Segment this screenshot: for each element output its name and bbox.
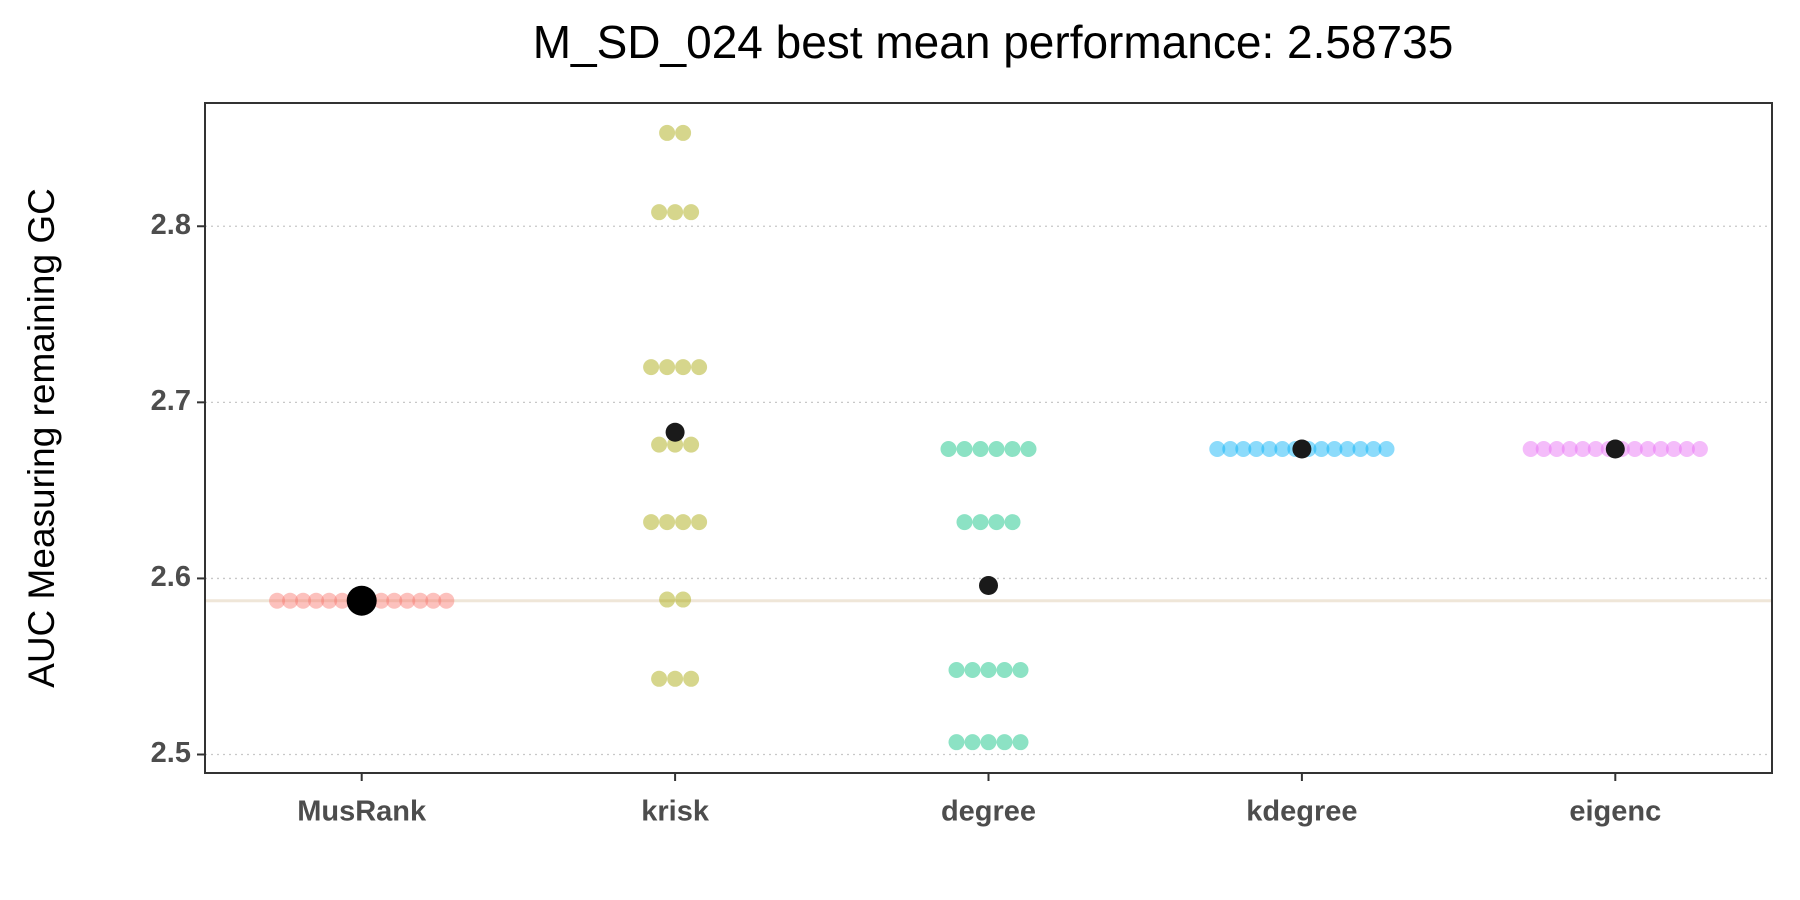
point: [425, 592, 442, 609]
point: [438, 592, 455, 609]
point: [373, 592, 390, 609]
point: [972, 514, 989, 531]
point: [683, 436, 700, 453]
point: [1020, 441, 1037, 458]
x-tick-label: MusRank: [297, 796, 427, 828]
point: [659, 591, 676, 608]
mean-point: [665, 422, 685, 442]
point: [948, 661, 965, 678]
x-tick-label: degree: [941, 796, 1036, 828]
point: [996, 734, 1013, 751]
point: [659, 514, 676, 531]
point: [956, 441, 973, 458]
point: [1004, 514, 1021, 531]
point: [412, 592, 429, 609]
point: [1209, 441, 1226, 458]
point: [1313, 441, 1330, 458]
point: [667, 204, 684, 221]
y-tick-label: 2.5: [151, 737, 191, 769]
y-tick-label: 2.7: [151, 385, 191, 417]
point: [1261, 441, 1278, 458]
point: [643, 359, 660, 376]
point: [1574, 441, 1591, 458]
point: [691, 514, 708, 531]
point: [675, 359, 692, 376]
point: [1012, 734, 1029, 751]
mean-point: [346, 585, 377, 616]
point: [1365, 441, 1382, 458]
x-tick-label: krisk: [641, 796, 710, 828]
point: [1004, 441, 1021, 458]
mean-point: [979, 575, 998, 595]
point: [1626, 441, 1643, 458]
point: [1665, 441, 1682, 458]
mean-point: [1605, 439, 1625, 459]
point: [651, 436, 668, 453]
point: [1352, 441, 1369, 458]
point: [1548, 441, 1565, 458]
point: [308, 592, 325, 609]
point: [1561, 441, 1578, 458]
point: [1535, 441, 1552, 458]
point: [1587, 441, 1604, 458]
point: [948, 734, 965, 751]
point: [675, 591, 692, 608]
point: [399, 592, 416, 609]
point: [1274, 441, 1291, 458]
point: [1652, 441, 1669, 458]
point: [1012, 661, 1029, 678]
point: [651, 670, 668, 687]
mean-point: [1292, 439, 1312, 459]
point: [1235, 441, 1252, 458]
x-tick-label: kdegree: [1246, 796, 1357, 828]
point: [691, 359, 708, 376]
point: [1326, 441, 1343, 458]
point: [675, 514, 692, 531]
point: [1522, 441, 1539, 458]
point: [269, 592, 286, 609]
point: [321, 592, 338, 609]
point: [988, 441, 1005, 458]
point: [972, 441, 989, 458]
point: [1378, 441, 1395, 458]
point: [1678, 441, 1695, 458]
point: [1691, 441, 1708, 458]
plot-border: [204, 102, 1773, 774]
point: [980, 734, 997, 751]
point: [651, 204, 668, 221]
point: [683, 670, 700, 687]
x-tick-label: eigenc: [1569, 796, 1661, 828]
point: [956, 514, 973, 531]
point: [964, 734, 981, 751]
y-tick-label: 2.8: [151, 209, 191, 241]
point: [659, 124, 676, 141]
point: [295, 592, 312, 609]
point: [1339, 441, 1356, 458]
point: [643, 514, 660, 531]
point: [683, 204, 700, 221]
chart-title: M_SD_024 best mean performance: 2.58735: [533, 16, 1454, 68]
point: [282, 592, 299, 609]
point: [659, 359, 676, 376]
point: [964, 661, 981, 678]
y-axis-label: AUC Measuring remaining GC: [21, 188, 62, 688]
point: [1222, 441, 1239, 458]
point: [1639, 441, 1656, 458]
point: [988, 514, 1005, 531]
point: [980, 661, 997, 678]
point: [386, 592, 403, 609]
point: [667, 670, 684, 687]
point: [996, 661, 1013, 678]
y-tick-label: 2.6: [151, 561, 191, 593]
point: [675, 124, 692, 141]
point: [1248, 441, 1265, 458]
point: [334, 592, 351, 609]
point: [940, 441, 957, 458]
